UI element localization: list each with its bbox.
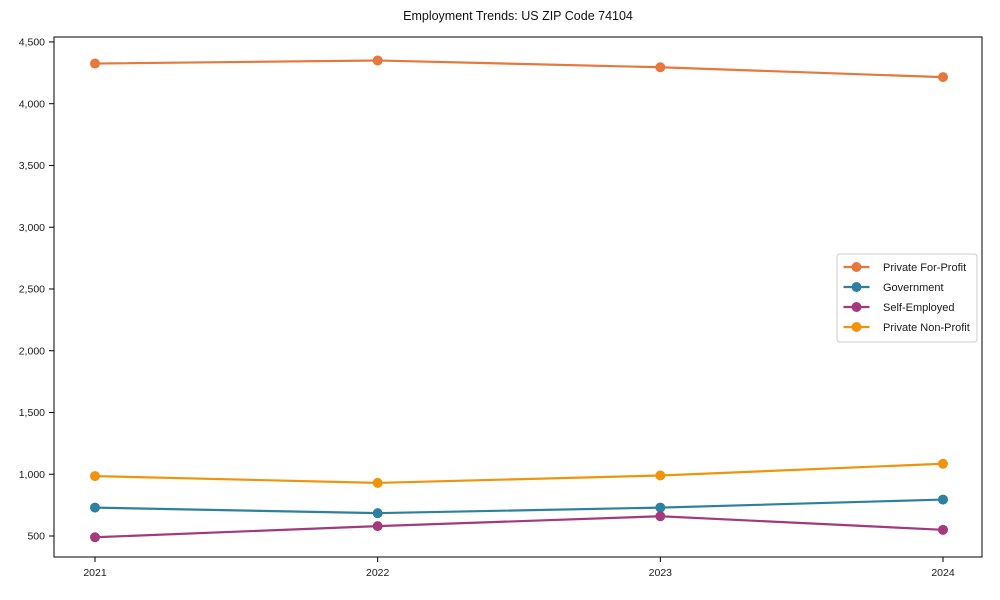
- series-marker-government-2021: [90, 502, 100, 513]
- legend-label-private-non-profit: Private Non-Profit: [883, 322, 970, 334]
- chart-title: Employment Trends: US ZIP Code 74104: [403, 9, 633, 23]
- legend-label-private-for-profit: Private For-Profit: [883, 262, 966, 274]
- series-line-self-employed: [93, 515, 945, 539]
- y-tick-label: 4,000: [19, 98, 45, 110]
- series-marker-self-employed-2022: [372, 521, 383, 532]
- y-tick-label: 2,500: [19, 284, 45, 296]
- series-marker-private-non-profit-2022: [372, 477, 383, 488]
- series-line-government: [93, 498, 945, 515]
- legend-box: [836, 253, 978, 343]
- series-marker-self-employed-2021: [90, 532, 100, 543]
- legend-sample-marker-private-non-profit: [851, 322, 862, 332]
- y-tick-label: 500: [27, 531, 45, 543]
- series-marker-private-non-profit-2024: [938, 458, 948, 469]
- series-line-private-non-profit: [93, 462, 945, 484]
- y-tick-label: 3,000: [19, 222, 45, 234]
- series-marker-government-2023: [655, 502, 666, 513]
- series-line-private-for-profit: [93, 59, 945, 79]
- x-tick-label: 2021: [83, 567, 107, 579]
- legend-sample-marker-private-for-profit: [851, 262, 862, 272]
- series-marker-private-for-profit-2021: [90, 58, 100, 69]
- series-marker-private-non-profit-2023: [655, 470, 666, 481]
- legend-label-self-employed: Self-Employed: [883, 302, 955, 314]
- y-tick-label: 3,500: [19, 160, 45, 172]
- y-tick-label: 1,000: [19, 469, 45, 481]
- series-marker-government-2024: [938, 494, 948, 505]
- series-marker-government-2022: [372, 508, 383, 519]
- series-marker-self-employed-2024: [938, 524, 948, 535]
- y-tick-label: 4,500: [19, 37, 45, 49]
- series-marker-private-for-profit-2022: [372, 55, 383, 66]
- x-tick-label: 2023: [649, 567, 673, 579]
- y-tick-label: 1,500: [19, 407, 45, 419]
- y-tick-label: 2,000: [19, 345, 45, 357]
- series-marker-self-employed-2023: [655, 511, 666, 522]
- x-tick-label: 2022: [366, 567, 390, 579]
- legend-label-government: Government: [883, 282, 944, 294]
- series-marker-private-for-profit-2023: [655, 62, 666, 73]
- series-marker-private-non-profit-2021: [90, 471, 100, 482]
- series-marker-private-for-profit-2024: [938, 72, 948, 83]
- plot-border: [53, 36, 983, 558]
- x-tick-label: 2024: [931, 567, 955, 579]
- legend-sample-marker-self-employed: [851, 302, 862, 312]
- legend-sample-marker-government: [851, 282, 862, 292]
